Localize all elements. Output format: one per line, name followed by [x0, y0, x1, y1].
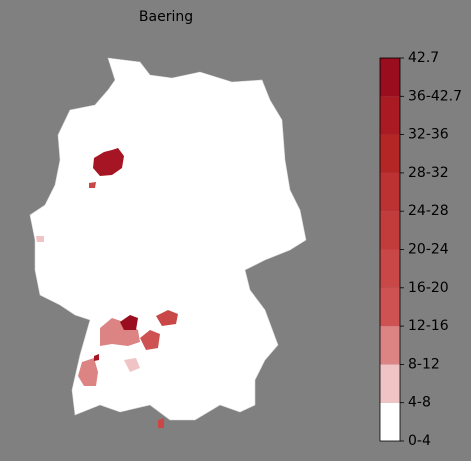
colorbar-segment [380, 364, 400, 403]
region [156, 310, 178, 326]
colorbar-label: 16-20 [408, 280, 449, 296]
colorbar-segment [380, 58, 400, 97]
region [158, 418, 164, 428]
colorbar-label: 36-42.7 [408, 88, 462, 104]
colorbar-segment [380, 96, 400, 135]
germany-map [29, 57, 307, 428]
map-title: Baering [139, 9, 193, 25]
region [78, 358, 98, 386]
colorbar-label: 12-16 [408, 318, 449, 334]
colorbar-segment [380, 287, 400, 327]
colorbar: 0-4 4-8 8-12 12-16 16-20 20-24 24-28 28-32 32-36… [379, 50, 462, 449]
colorbar-label: 42.7 [408, 50, 439, 66]
colorbar-segment [380, 249, 400, 288]
country-outline [29, 57, 307, 421]
region [100, 318, 140, 346]
colorbar-label: 4-8 [408, 395, 431, 411]
region [120, 315, 138, 330]
colorbar-label: 0-4 [408, 433, 431, 449]
region [93, 148, 124, 176]
colorbar-label: 32-36 [408, 127, 449, 143]
colorbar-segment [380, 402, 400, 441]
colorbar-segment [380, 326, 400, 365]
colorbar-label: 8-12 [408, 356, 440, 372]
colorbar-segment [380, 211, 400, 250]
region [140, 330, 160, 350]
region [36, 236, 44, 242]
colorbar-segment [380, 134, 400, 173]
colorbar-label: 28-32 [408, 165, 449, 181]
region [124, 358, 140, 372]
region [89, 182, 96, 188]
colorbar-label: 24-28 [408, 203, 449, 219]
colorbar-segment [380, 172, 400, 212]
colorbar-label: 20-24 [408, 242, 449, 258]
region [94, 354, 99, 361]
